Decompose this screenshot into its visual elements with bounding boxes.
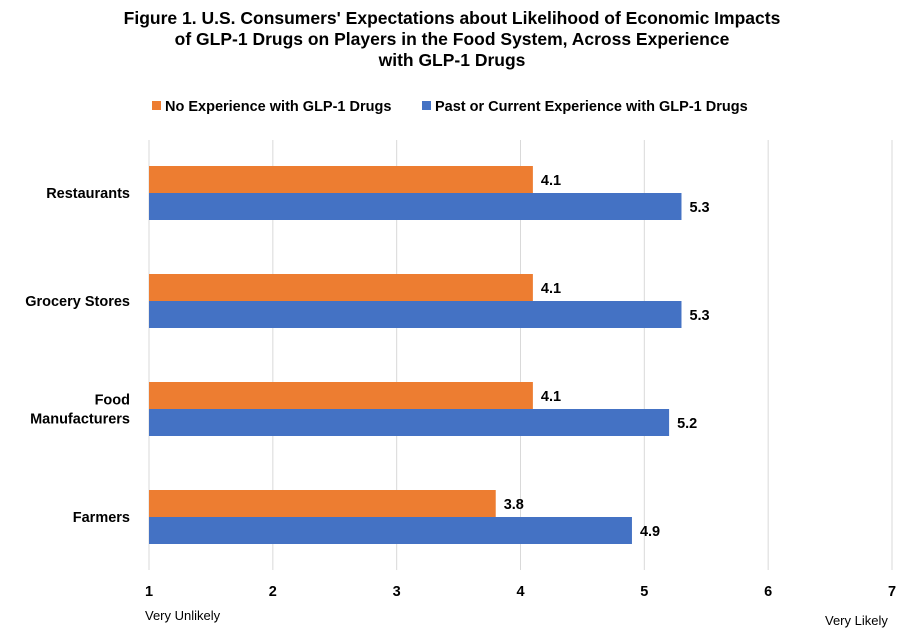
- data-label: 5.3: [689, 308, 709, 324]
- legend-swatch: [422, 101, 431, 110]
- bar: [149, 409, 670, 436]
- data-label: 4.1: [541, 173, 561, 189]
- bar: [149, 193, 682, 220]
- legend: No Experience with GLP-1 Drugs Past or Cu…: [152, 99, 748, 115]
- x-tick-label: 5: [640, 584, 648, 600]
- bar: [149, 490, 496, 517]
- bar: [149, 382, 533, 409]
- bar: [149, 517, 632, 544]
- title-line: with GLP-1 Drugs: [378, 50, 526, 70]
- legend-label: Past or Current Experience with GLP-1 Dr…: [435, 99, 748, 115]
- x-high-label: Very Likely: [825, 613, 888, 628]
- data-label: 4.1: [541, 281, 561, 297]
- bars: 4.1 5.3 4.1 5.3 4.1 5.2 3.8 4.9: [149, 166, 710, 544]
- bar: [149, 301, 682, 328]
- x-low-label: Very Unlikely: [145, 608, 221, 623]
- category-label: Food: [95, 393, 130, 409]
- x-tick-labels: 1 2 3 4 5 6 7: [145, 584, 896, 600]
- x-tick-label: 7: [888, 584, 896, 600]
- data-label: 5.3: [689, 200, 709, 216]
- data-label: 4.9: [640, 524, 660, 540]
- title-line: Figure 1. U.S. Consumers' Expectations a…: [124, 8, 781, 28]
- category-label: Grocery Stores: [25, 294, 130, 310]
- x-tick-label: 1: [145, 584, 153, 600]
- bar: [149, 274, 533, 301]
- category-labels: Restaurants Grocery Stores Food Manufacture…: [25, 186, 130, 526]
- category-label: Restaurants: [46, 186, 130, 202]
- x-tick-label: 4: [516, 584, 524, 600]
- title-line: of GLP-1 Drugs on Players in the Food Sy…: [175, 29, 730, 49]
- data-label: 4.1: [541, 389, 561, 405]
- bar: [149, 166, 533, 193]
- data-label: 5.2: [677, 416, 697, 432]
- legend-swatch: [152, 101, 161, 110]
- x-tick-label: 2: [269, 584, 277, 600]
- x-tick-label: 3: [393, 584, 401, 600]
- category-label: Farmers: [73, 510, 130, 526]
- category-label: Manufacturers: [30, 412, 130, 428]
- chart-title: Figure 1. U.S. Consumers' Expectations a…: [124, 8, 781, 70]
- data-label: 3.8: [504, 497, 524, 513]
- x-tick-label: 6: [764, 584, 772, 600]
- legend-label: No Experience with GLP-1 Drugs: [165, 99, 391, 115]
